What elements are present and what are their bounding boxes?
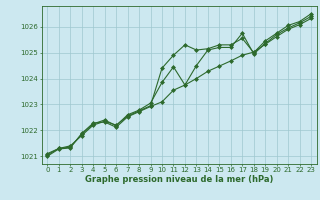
X-axis label: Graphe pression niveau de la mer (hPa): Graphe pression niveau de la mer (hPa)	[85, 175, 273, 184]
